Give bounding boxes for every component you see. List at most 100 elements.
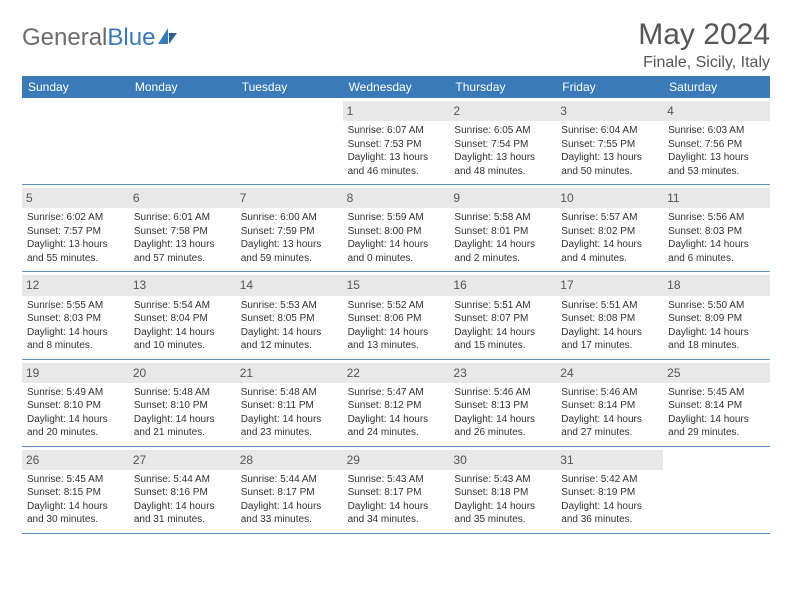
logo-text-gray: General (22, 24, 107, 52)
day-detail-line: Daylight: 13 hours (561, 151, 658, 165)
weekday-header: Tuesday (236, 76, 343, 98)
day-detail-line: and 59 minutes. (241, 252, 338, 266)
day-detail-line: Sunset: 8:02 PM (561, 225, 658, 239)
day-cell: 14Sunrise: 5:53 AMSunset: 8:05 PMDayligh… (236, 272, 343, 358)
day-cell: 20Sunrise: 5:48 AMSunset: 8:10 PMDayligh… (129, 360, 236, 446)
day-cell: 18Sunrise: 5:50 AMSunset: 8:09 PMDayligh… (663, 272, 770, 358)
weekday-header: Friday (556, 76, 663, 98)
day-number: 17 (556, 275, 663, 295)
day-cell: 5Sunrise: 6:02 AMSunset: 7:57 PMDaylight… (22, 185, 129, 271)
day-detail-line: Daylight: 14 hours (454, 413, 551, 427)
day-number: 3 (556, 101, 663, 121)
location: Finale, Sicily, Italy (638, 54, 770, 72)
day-detail-line: Sunset: 8:18 PM (454, 486, 551, 500)
day-detail-line: Sunset: 8:05 PM (241, 312, 338, 326)
day-detail-line: Sunset: 8:19 PM (561, 486, 658, 500)
day-cell: 24Sunrise: 5:46 AMSunset: 8:14 PMDayligh… (556, 360, 663, 446)
week-row: 12Sunrise: 5:55 AMSunset: 8:03 PMDayligh… (22, 272, 770, 359)
day-cell: 7Sunrise: 6:00 AMSunset: 7:59 PMDaylight… (236, 185, 343, 271)
day-detail-line: Sunrise: 5:42 AM (561, 473, 658, 487)
day-detail-line: Daylight: 14 hours (668, 326, 765, 340)
day-detail-line: Sunrise: 5:47 AM (348, 386, 445, 400)
day-detail-line: and 55 minutes. (27, 252, 124, 266)
day-cell: 1Sunrise: 6:07 AMSunset: 7:53 PMDaylight… (343, 98, 450, 184)
day-number: 23 (449, 363, 556, 383)
day-detail-line: Daylight: 14 hours (134, 326, 231, 340)
day-detail-line: Daylight: 14 hours (454, 500, 551, 514)
day-detail-line: Sunrise: 5:48 AM (134, 386, 231, 400)
day-detail-line: Daylight: 14 hours (241, 500, 338, 514)
day-cell: 10Sunrise: 5:57 AMSunset: 8:02 PMDayligh… (556, 185, 663, 271)
day-cell: 22Sunrise: 5:47 AMSunset: 8:12 PMDayligh… (343, 360, 450, 446)
day-number: 11 (663, 188, 770, 208)
day-detail-line: Sunrise: 5:43 AM (454, 473, 551, 487)
day-detail-line: Daylight: 13 hours (134, 238, 231, 252)
day-cell: 4Sunrise: 6:03 AMSunset: 7:56 PMDaylight… (663, 98, 770, 184)
day-detail-line: Sunset: 7:59 PM (241, 225, 338, 239)
day-number: 10 (556, 188, 663, 208)
day-cell (129, 98, 236, 184)
day-cell: 30 Sunrise: 5:43 AMSunset: 8:18 PMDayligh… (449, 447, 556, 533)
day-number: 16 (449, 275, 556, 295)
day-cell: 8Sunrise: 5:59 AMSunset: 8:00 PMDaylight… (343, 185, 450, 271)
day-detail-line: Daylight: 14 hours (134, 500, 231, 514)
day-cell: 2Sunrise: 6:05 AMSunset: 7:54 PMDaylight… (449, 98, 556, 184)
title-block: May 2024 Finale, Sicily, Italy (638, 18, 770, 72)
month-title: May 2024 (638, 18, 770, 52)
day-detail-line: Sunrise: 5:44 AM (134, 473, 231, 487)
weekday-header: Thursday (449, 76, 556, 98)
day-cell: 19Sunrise: 5:49 AMSunset: 8:10 PMDayligh… (22, 360, 129, 446)
weekday-header: Saturday (663, 76, 770, 98)
day-detail-line: and 31 minutes. (134, 513, 231, 527)
day-cell (663, 447, 770, 533)
day-detail-line: and 46 minutes. (348, 165, 445, 179)
day-detail-line: and 33 minutes. (241, 513, 338, 527)
day-detail-line: and 0 minutes. (348, 252, 445, 266)
day-number: 1 (343, 101, 450, 121)
day-detail-line: Daylight: 13 hours (27, 238, 124, 252)
day-cell: 21Sunrise: 5:48 AMSunset: 8:11 PMDayligh… (236, 360, 343, 446)
day-detail-line: Sunset: 7:55 PM (561, 138, 658, 152)
day-detail-line: Sunrise: 5:59 AM (348, 211, 445, 225)
day-detail-line: Sunset: 7:57 PM (27, 225, 124, 239)
weekday-header: Sunday (22, 76, 129, 98)
day-detail-line: Sunset: 8:01 PM (454, 225, 551, 239)
day-detail-line: Sunrise: 6:02 AM (27, 211, 124, 225)
day-detail-line: Daylight: 14 hours (668, 413, 765, 427)
day-number: 26 (22, 450, 129, 470)
day-detail-line: Sunrise: 5:50 AM (668, 299, 765, 313)
day-cell: 28Sunrise: 5:44 AMSunset: 8:17 PMDayligh… (236, 447, 343, 533)
day-detail-line: Sunrise: 6:03 AM (668, 124, 765, 138)
day-cell: 9Sunrise: 5:58 AMSunset: 8:01 PMDaylight… (449, 185, 556, 271)
day-detail-line: Sunrise: 5:53 AM (241, 299, 338, 313)
day-detail-line: and 26 minutes. (454, 426, 551, 440)
weeks-container: 1Sunrise: 6:07 AMSunset: 7:53 PMDaylight… (22, 98, 770, 534)
logo-text-blue: Blue (107, 24, 155, 52)
day-number: 31 (556, 450, 663, 470)
day-detail-line: Sunset: 8:00 PM (348, 225, 445, 239)
day-detail-line: Sunset: 7:58 PM (134, 225, 231, 239)
day-detail-line: Daylight: 14 hours (348, 500, 445, 514)
day-detail-line: Sunset: 8:11 PM (241, 399, 338, 413)
day-detail-line: Daylight: 14 hours (348, 238, 445, 252)
day-number: 15 (343, 275, 450, 295)
day-detail-line: Sunset: 7:54 PM (454, 138, 551, 152)
day-number: 30 (449, 450, 556, 470)
day-cell: 16Sunrise: 5:51 AMSunset: 8:07 PMDayligh… (449, 272, 556, 358)
day-detail-line: Sunrise: 5:48 AM (241, 386, 338, 400)
day-detail-line: Sunrise: 6:04 AM (561, 124, 658, 138)
day-detail-line: and 29 minutes. (668, 426, 765, 440)
day-detail-line: Sunset: 8:04 PM (134, 312, 231, 326)
day-detail-line: Sunset: 8:14 PM (561, 399, 658, 413)
day-detail-line: Sunset: 8:17 PM (348, 486, 445, 500)
day-detail-line: Sunrise: 5:56 AM (668, 211, 765, 225)
day-number: 12 (22, 275, 129, 295)
day-detail-line: Sunset: 8:03 PM (27, 312, 124, 326)
day-detail-line: Daylight: 13 hours (241, 238, 338, 252)
day-cell: 3 Sunrise: 6:04 AMSunset: 7:55 PMDaylight… (556, 98, 663, 184)
day-detail-line: Daylight: 14 hours (27, 326, 124, 340)
day-detail-line: Sunrise: 5:43 AM (348, 473, 445, 487)
day-detail-line: and 34 minutes. (348, 513, 445, 527)
day-detail-line: Daylight: 13 hours (348, 151, 445, 165)
day-detail-line: Sunset: 7:56 PM (668, 138, 765, 152)
